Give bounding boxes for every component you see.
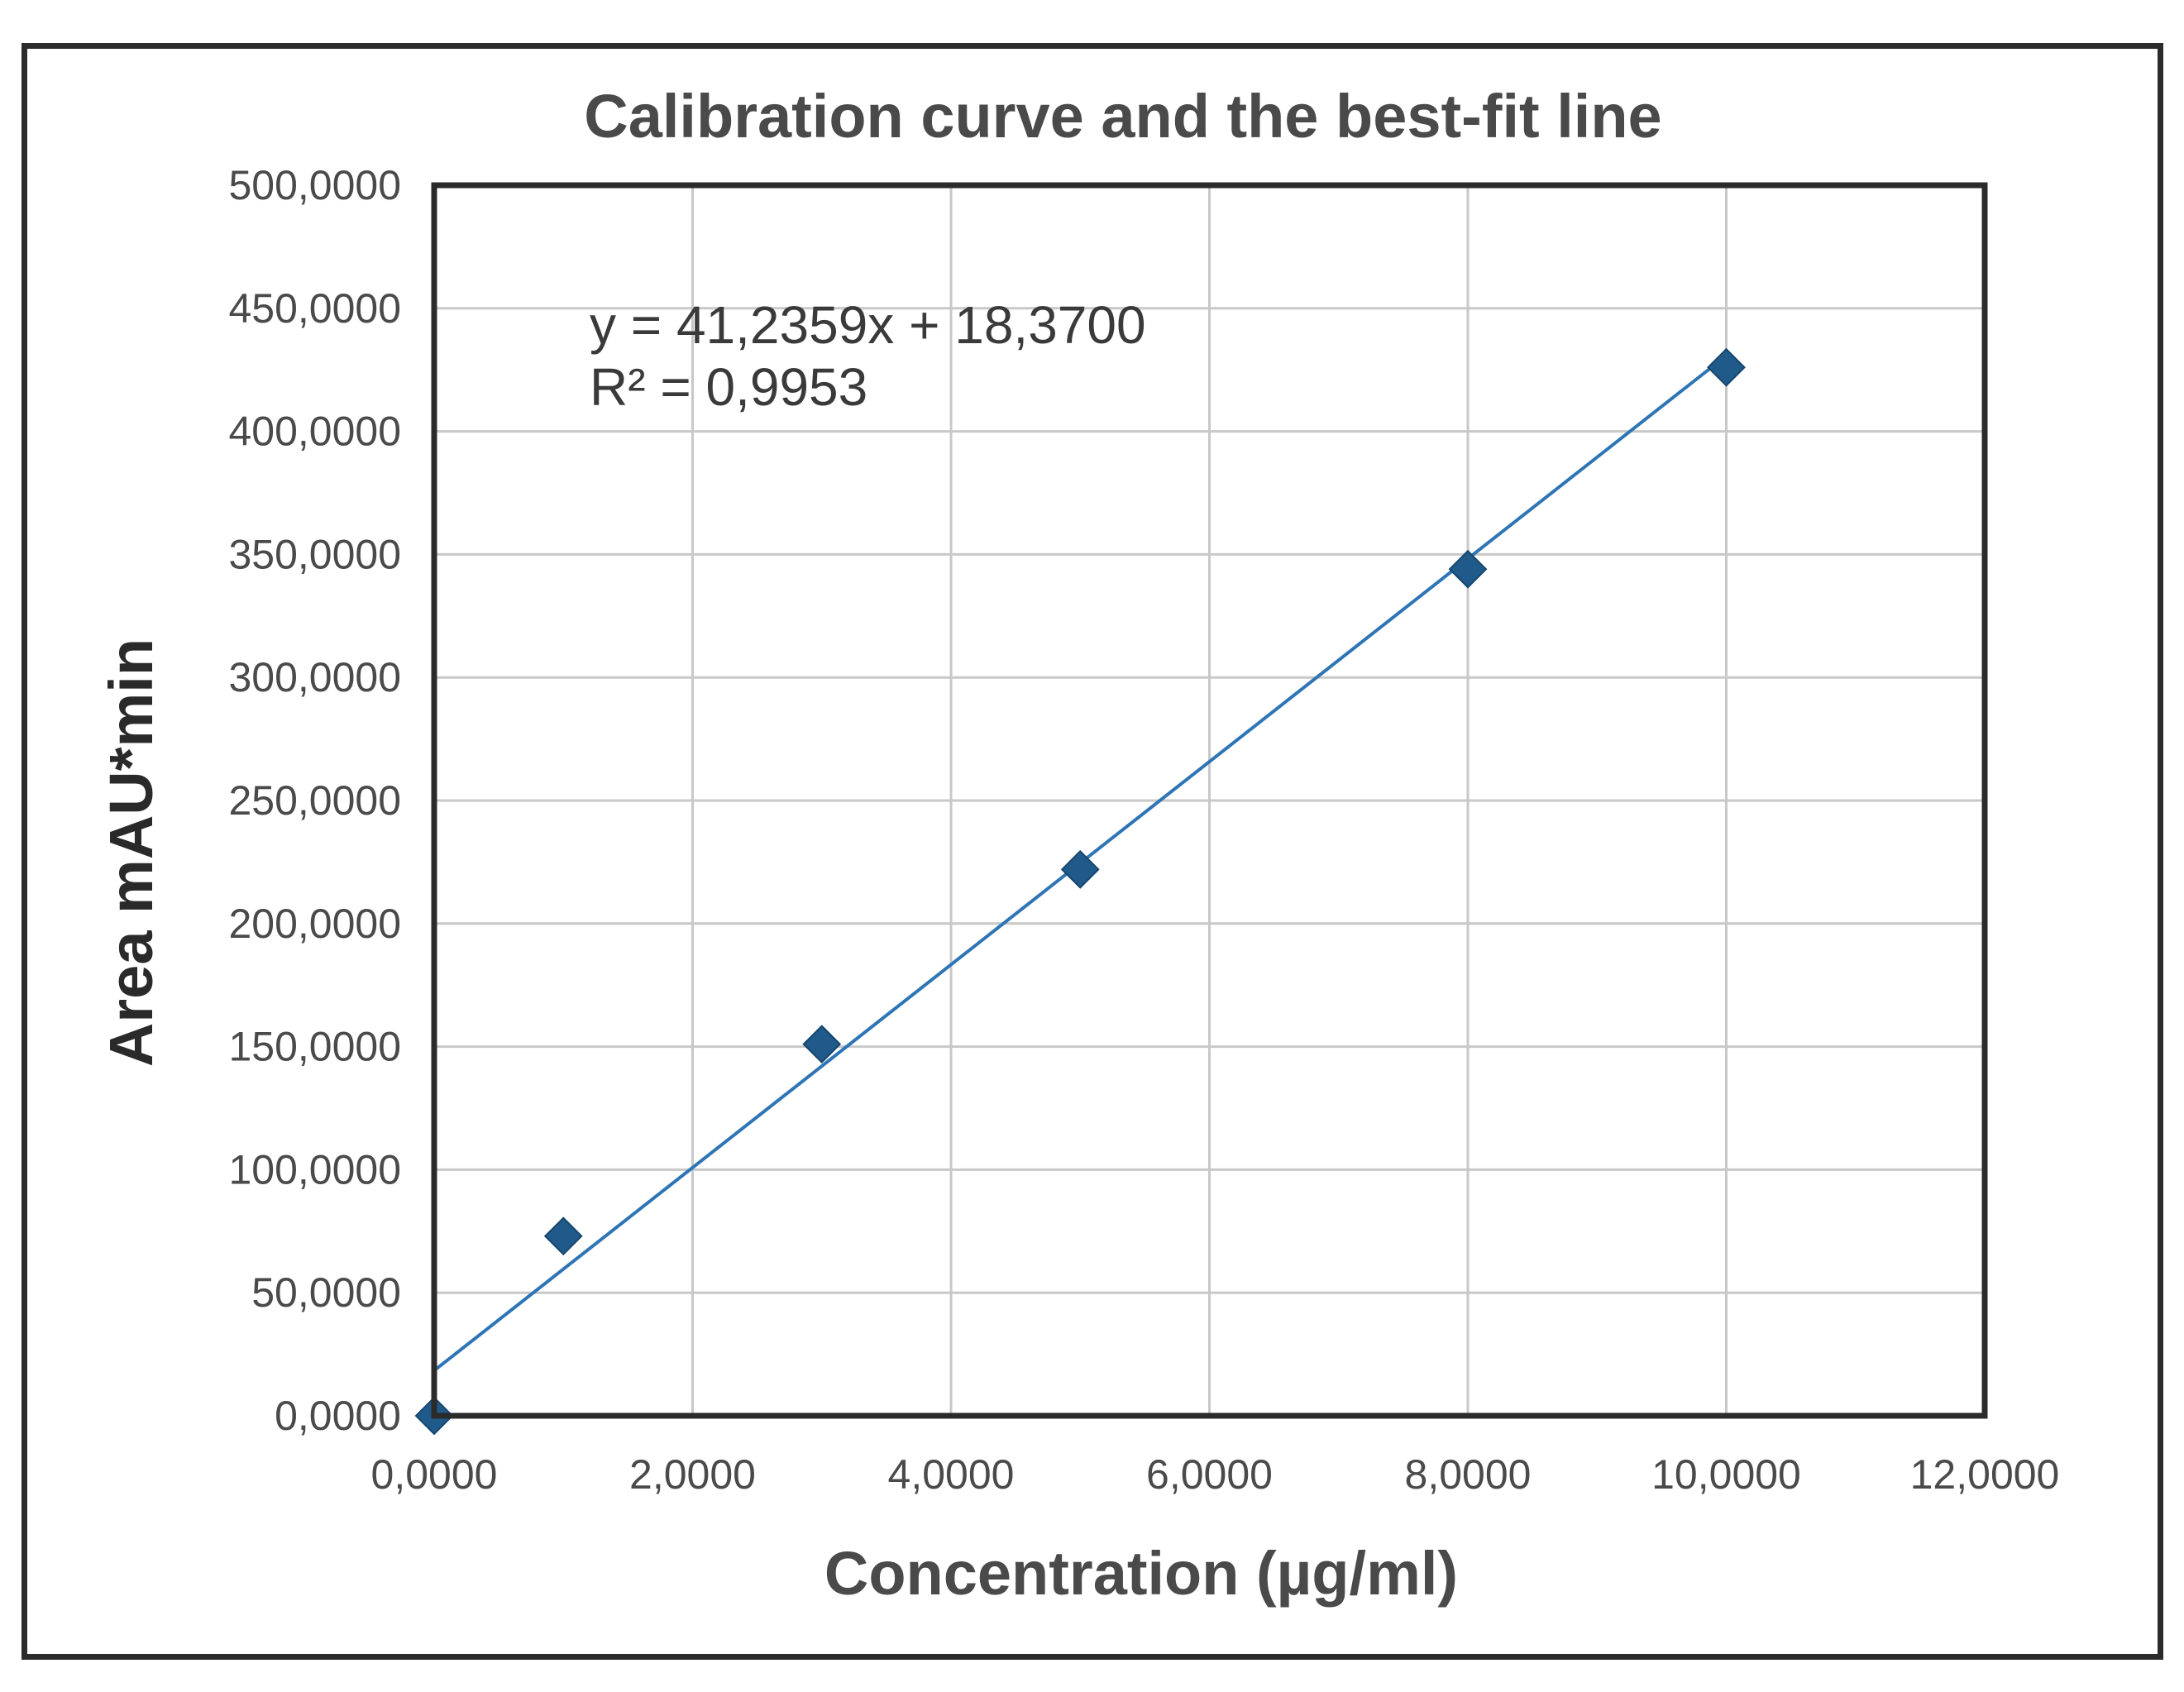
x-tick-label: 8,0000 (1405, 1451, 1532, 1498)
x-tick-label: 6,0000 (1146, 1451, 1273, 1498)
y-tick-label: 450,0000 (228, 285, 401, 332)
trendline-r-squared: R² = 0,9953 (590, 357, 867, 417)
plot-area-border (431, 182, 1988, 1419)
data-point-marker (1707, 347, 1746, 387)
y-tick-label: 500,0000 (228, 162, 401, 208)
x-tick-label: 0,0000 (371, 1451, 498, 1498)
y-tick-label: 300,0000 (228, 654, 401, 700)
y-tick-label: 150,0000 (228, 1024, 401, 1070)
x-axis-ticks: 0,0000 2,0000 4,0000 6,0000 8,0000 10,0000 12,… (371, 1451, 2060, 1498)
x-tick-label: 12,0000 (1910, 1451, 2060, 1498)
data-point-marker (543, 1216, 583, 1256)
data-point-marker (1060, 849, 1100, 889)
y-tick-label: 350,0000 (228, 531, 401, 577)
y-tick-label: 0,0000 (275, 1393, 401, 1439)
chart-frame (22, 43, 2163, 1660)
y-tick-label: 400,0000 (228, 409, 401, 455)
x-tick-label: 2,0000 (629, 1451, 756, 1498)
trendline-equation: y = 41,2359x + 18,3700 (590, 295, 1146, 355)
data-point-marker (802, 1025, 842, 1064)
y-axis-ticks: 0,0000 50,0000 100,0000 150,0000 200,0000 250… (228, 162, 401, 1439)
x-axis-title: Concentration (µg/ml) (824, 1539, 1458, 1608)
y-axis-title: Area mAU*min (97, 638, 165, 1067)
data-point-marker (1448, 549, 1488, 589)
y-tick-label: 250,0000 (228, 777, 401, 824)
chart-title: Calibration curve and the best-fit line (584, 82, 1661, 151)
x-tick-label: 10,0000 (1651, 1451, 1801, 1498)
y-tick-label: 100,0000 (228, 1146, 401, 1193)
y-tick-label: 200,0000 (228, 901, 401, 947)
x-tick-label: 4,0000 (888, 1451, 1015, 1498)
data-points (414, 347, 1746, 1436)
y-tick-label: 50,0000 (251, 1269, 401, 1316)
